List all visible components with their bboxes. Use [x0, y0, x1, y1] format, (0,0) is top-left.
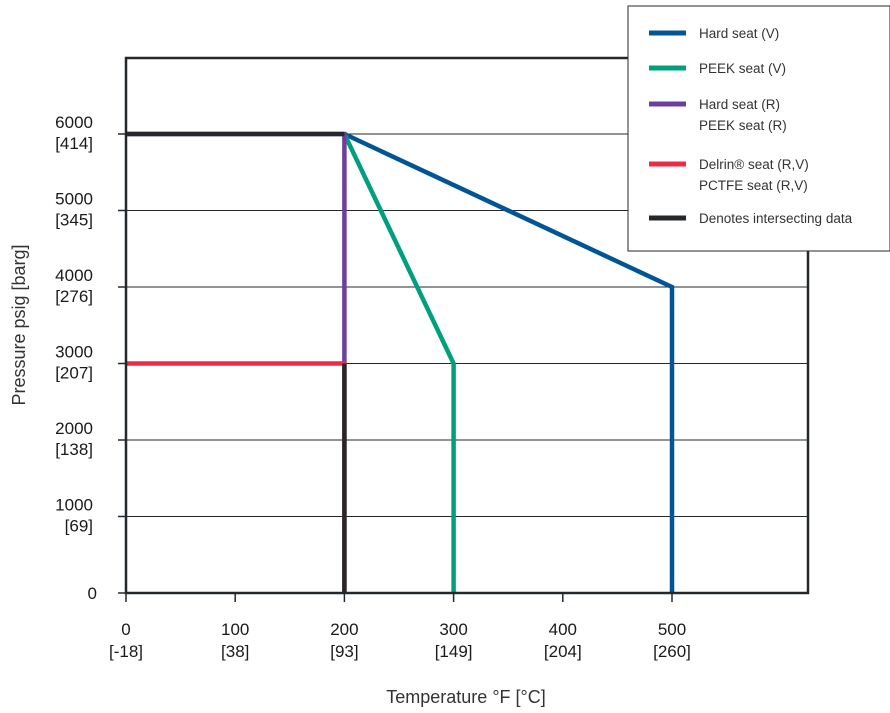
series-line-hard-peek-r — [126, 131, 347, 364]
y-tick-label: 1000 — [55, 496, 93, 515]
x-tick-label: 500 — [658, 620, 686, 639]
x-tick-sublabel: [-18] — [109, 642, 143, 661]
x-tick-sublabel: [149] — [435, 642, 473, 661]
legend-label-delrin-pctfe: PCTFE seat (R,V) — [699, 178, 808, 193]
x-tick-label: 100 — [221, 620, 249, 639]
y-tick-sublabel: [138] — [55, 440, 93, 459]
y-tick-label: 4000 — [55, 266, 93, 285]
x-tick-sublabel: [93] — [330, 642, 358, 661]
y-tick-sublabel: [345] — [55, 211, 93, 230]
y-axis-ticks: 0 1000 [69] 2000 [138] 3000 [207] 4000 [276] 5000… — [55, 113, 126, 603]
legend: Hard seat (V) PEEK seat (V) Hard seat (R) P… — [627, 5, 890, 252]
x-tick-sublabel: [38] — [221, 642, 249, 661]
y-tick-label: 5000 — [55, 190, 93, 209]
y-tick-sublabel: [276] — [55, 287, 93, 306]
x-axis-ticks: 0 [-18] 100 [38] 200 [93] 300 [149] 400 [204] 500 [… — [109, 593, 691, 661]
x-tick-label: 300 — [439, 620, 467, 639]
legend-label-intersecting: Denotes intersecting data — [699, 211, 853, 226]
plot-frame — [124, 56, 810, 595]
x-tick-label: 200 — [330, 620, 358, 639]
legend-label-hard-peek-r: PEEK seat (R) — [699, 118, 787, 133]
y-tick-sublabel: [207] — [55, 364, 93, 383]
x-axis-label: Temperature °F [°C] — [386, 687, 545, 707]
y-tick-sublabel: [414] — [55, 134, 93, 153]
series-line-peek-v — [342, 133, 456, 593]
x-tick-sublabel: [260] — [653, 642, 691, 661]
y-axis-label: Pressure psig [barg] — [9, 244, 29, 405]
series-line-delrin-pctfe — [126, 361, 347, 593]
x-tick-sublabel: [204] — [544, 642, 582, 661]
series-line-hard-v — [343, 131, 675, 593]
y-tick-label: 0 — [88, 584, 97, 603]
x-tick-label: 400 — [549, 620, 577, 639]
legend-label-peek-v: PEEK seat (V) — [699, 61, 786, 76]
legend-label-hard-v: Hard seat (V) — [699, 26, 779, 41]
y-tick-sublabel: [69] — [65, 517, 93, 536]
x-tick-label: 0 — [121, 620, 130, 639]
legend-label-hard-peek-r: Hard seat (R) — [699, 97, 780, 112]
series-lines — [126, 131, 675, 593]
y-tick-label: 2000 — [55, 419, 93, 438]
y-tick-label: 3000 — [55, 343, 93, 362]
y-tick-label: 6000 — [55, 113, 93, 132]
legend-box — [627, 5, 890, 252]
legend-label-delrin-pctfe: Delrin® seat (R,V) — [699, 157, 809, 172]
